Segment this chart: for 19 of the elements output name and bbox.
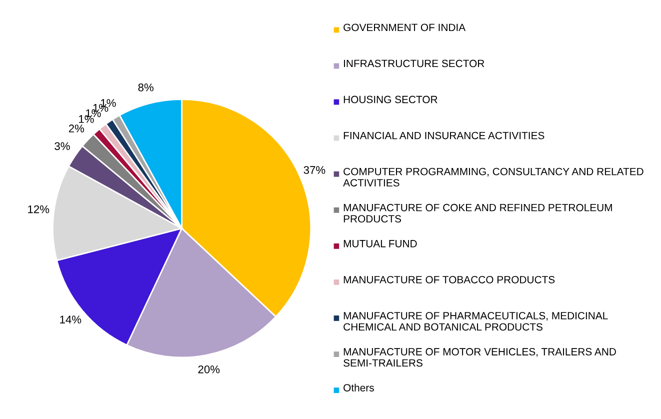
legend-label: INFRASTRUCTURE SECTOR: [344, 60, 484, 68]
legend-label: FINANCIAL AND INSURANCE ACTIVITIES: [344, 132, 544, 140]
legend-label: MUTUAL FUND: [344, 240, 417, 248]
legend-label: MANUFACTURE OF TOBACCO PRODUCTS: [344, 276, 555, 284]
data-label: 20%: [198, 365, 220, 374]
data-label: 14%: [60, 316, 82, 324]
data-label: 1%: [79, 115, 94, 123]
legend-label: MANUFACTURE OF MOTOR VEHICLES, TRAILERS AND SEMI-TRAILERS: [344, 348, 616, 367]
legend-label: GOVERNMENT OF INDIA: [344, 24, 466, 32]
legend-label: COMPUTER PROGRAMMING, CONSULTANCY AND RELATED ACTIVITIES: [343, 168, 644, 186]
data-label: 37%: [304, 166, 326, 174]
data-label: 8%: [138, 83, 154, 92]
legend-label: HOUSING SECTOR: [344, 96, 438, 104]
legend-label: MANUFACTURE OF PHARMACEUTICALS, MEDICINAL CHEMICAL AND BOTANICAL PRODUCTS: [344, 312, 608, 331]
data-label: 12%: [28, 205, 50, 214]
data-label: 3%: [54, 142, 70, 150]
legend-label: MANUFACTURE OF COKE AND REFINED PETROLEUM PRODUCTS: [344, 204, 612, 223]
legend-label: Others: [344, 384, 374, 392]
data-label: 2%: [68, 124, 84, 132]
